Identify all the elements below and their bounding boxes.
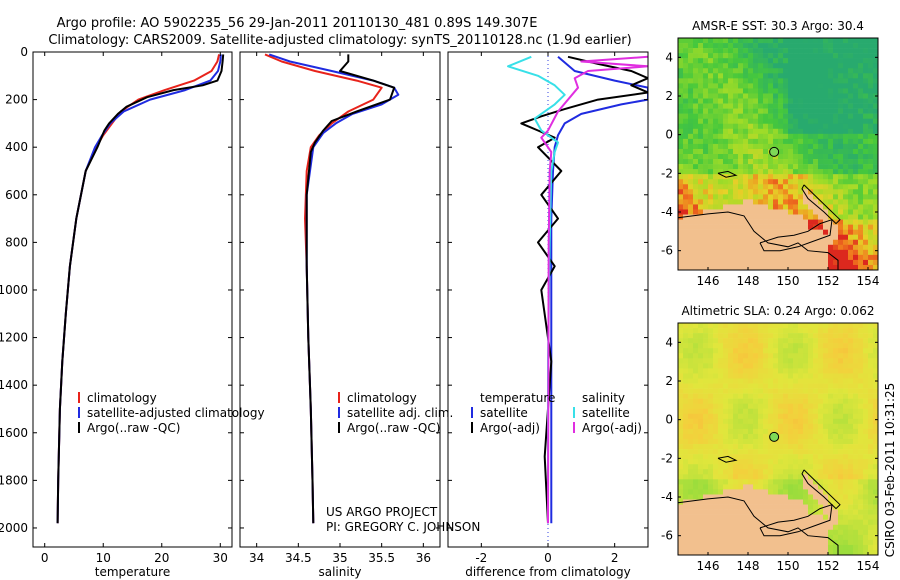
x-tick-label: 34.5 [285, 551, 312, 565]
y-tick-label: 1400 [0, 378, 28, 392]
y-tick-label: -4 [661, 490, 673, 504]
sla-coastline [717, 455, 738, 463]
x-tick-label: 36 [416, 551, 431, 565]
x-tick-label: 2 [611, 551, 619, 565]
y-tick-label: 400 [5, 140, 28, 154]
sla-map-frame [677, 322, 879, 556]
sla-map-title: Altimetric SLA: 0.24 Argo: 0.062 [681, 304, 874, 318]
x-tick-label: 146 [697, 274, 720, 288]
legend-entry: climatology [87, 391, 157, 405]
legend-entry: satellite [582, 406, 630, 420]
x-axis-label: salinity [318, 565, 361, 579]
series-line-salinity-0 [264, 53, 383, 524]
sla-coastline [759, 503, 833, 537]
series-line-difference-2 [507, 55, 566, 524]
y-tick-label: -6 [661, 244, 673, 258]
salinity-panel: 34 34.5 35 35.5 36 salinity climatologysatelli… [239, 51, 453, 579]
sst-coastline [801, 184, 841, 225]
x-tick-label: 146 [697, 559, 720, 573]
project-label: US ARGO PROJECT [326, 505, 438, 519]
pi-label: PI: GREGORY C. JOHNSON [326, 520, 480, 534]
y-tick-label: 0 [665, 128, 673, 142]
y-tick-label: 1000 [0, 283, 28, 297]
legend-entry: Argo(-adj) [480, 421, 540, 435]
series-line-difference-3 [540, 55, 648, 524]
x-axis-label: temperature [95, 565, 170, 579]
series-line-temperature-2 [56, 54, 225, 524]
x-tick-label: 148 [737, 274, 760, 288]
sst-coastline [717, 170, 738, 178]
salinity-axes-frame [239, 51, 441, 548]
series-line-salinity-1 [268, 53, 400, 524]
sla-map: Altimetric SLA: 0.24 Argo: 0.062 146 148 15… [661, 304, 879, 573]
credit-label: CSIRO 03-Feb-2011 10:31:25 [883, 383, 897, 558]
y-tick-label: 2 [665, 89, 673, 103]
y-tick-label: -6 [661, 529, 673, 543]
sla-float-marker [769, 431, 780, 442]
series-line-temperature-0 [56, 54, 221, 524]
y-tick-label: 1800 [0, 473, 28, 487]
y-tick-label: -4 [661, 205, 673, 219]
sst-map-title: AMSR-E SST: 30.3 Argo: 30.4 [692, 19, 864, 33]
x-tick-label: 152 [817, 559, 840, 573]
y-tick-label: 0 [20, 45, 28, 59]
sla-map-field [678, 323, 879, 556]
x-tick-label: 10 [96, 551, 111, 565]
sst-float-marker [769, 146, 780, 157]
x-tick-label: 154 [857, 274, 880, 288]
y-tick-label: -2 [661, 451, 673, 465]
sla-coastline [801, 469, 841, 510]
y-tick-label: 2000 [0, 521, 28, 535]
y-tick-label: 4 [665, 50, 673, 64]
x-axis-label: difference from climatology [465, 565, 631, 579]
series-line-salinity-2 [305, 54, 396, 524]
y-tick-label: 1600 [0, 426, 28, 440]
y-tick-label: 800 [5, 235, 28, 249]
y-tick-label: 1200 [0, 331, 28, 345]
legend-salinity-header: salinity [582, 391, 625, 405]
sst-map: AMSR-E SST: 30.3 Argo: 30.4 146 148 150 152 1… [661, 19, 879, 288]
series-line-difference-0 [550, 56, 648, 524]
y-tick-label: 2 [665, 374, 673, 388]
legend-entry: Argo(-adj) [582, 421, 642, 435]
x-tick-label: 0 [544, 551, 552, 565]
legend-temperature-header: temperature [480, 391, 555, 405]
legend-entry: satellite-adjusted climatology [87, 406, 265, 420]
x-tick-label: 150 [777, 274, 800, 288]
temperature-axes-frame [32, 51, 233, 548]
x-tick-label: 152 [817, 274, 840, 288]
sst-coastline [759, 218, 833, 252]
y-tick-label: 4 [665, 335, 673, 349]
x-tick-label: 150 [777, 559, 800, 573]
x-tick-label: 34 [249, 551, 264, 565]
legend-entry: satellite adj. clim. [347, 406, 453, 420]
figure-title-line1: Argo profile: AO 5902235_56 29-Jan-2011 … [57, 16, 538, 31]
x-tick-label: 20 [154, 551, 169, 565]
legend-entry: climatology [347, 391, 417, 405]
figure-title-line2: Climatology: CARS2009. Satellite-adjuste… [48, 33, 631, 48]
x-tick-label: 30 [213, 551, 228, 565]
x-tick-label: 148 [737, 559, 760, 573]
sla-coastline [677, 496, 839, 555]
temperature-panel: 0 10 20 30 temperature 0 200 400 600 800 1000 1200 1… [0, 45, 265, 579]
x-tick-label: 35.5 [368, 551, 395, 565]
y-tick-label: -2 [661, 166, 673, 180]
sst-map-frame [677, 37, 879, 271]
y-tick-label: 600 [5, 188, 28, 202]
sst-coastline [677, 211, 839, 270]
legend-entry: Argo(..raw -QC) [87, 421, 180, 435]
y-tick-label: 0 [665, 413, 673, 427]
x-tick-label: 154 [857, 559, 880, 573]
x-tick-label: 0 [41, 551, 49, 565]
legend-entry: Argo(..raw -QC) [347, 421, 440, 435]
x-tick-label: 35 [332, 551, 347, 565]
x-tick-label: -2 [475, 551, 487, 565]
y-tick-label: 200 [5, 93, 28, 107]
legend-entry: satellite [480, 406, 528, 420]
sst-map-field [678, 38, 879, 271]
series-line-temperature-1 [56, 54, 222, 524]
